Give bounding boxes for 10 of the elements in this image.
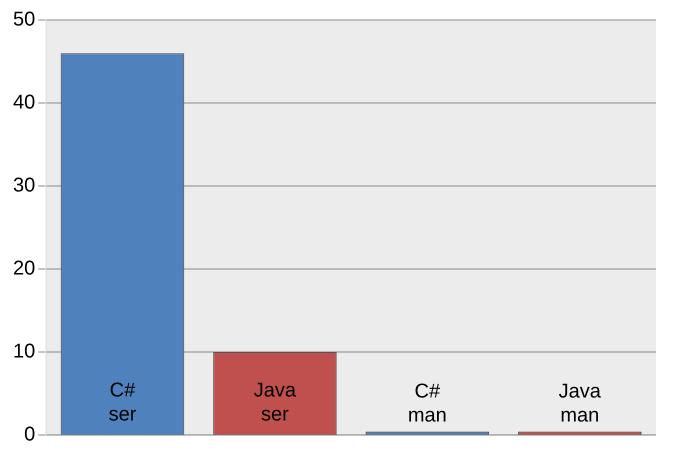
y-tick-label: 0 — [24, 424, 36, 446]
y-tick-label: 40 — [12, 92, 36, 114]
y-tick-label: 50 — [12, 8, 36, 31]
x-tick-label: C# ser — [108, 380, 137, 426]
x-tick-label: C# man — [408, 380, 447, 427]
y-tick-label: 30 — [12, 174, 36, 197]
y-tick-label: 10 — [12, 340, 36, 363]
y-tick-label: 20 — [12, 258, 36, 280]
x-tick-label: Java man — [558, 380, 602, 427]
x-tick-label: Java ser — [254, 380, 297, 426]
